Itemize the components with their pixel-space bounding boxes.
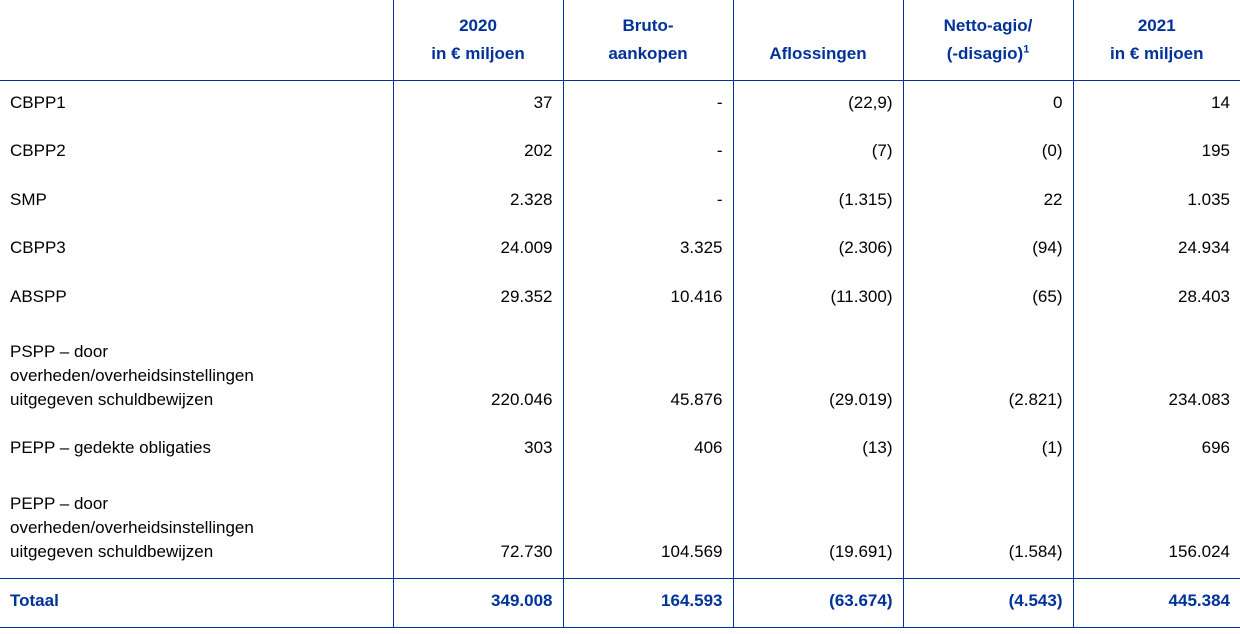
value-cell: (65) (902, 274, 1073, 323)
value-cell: (94) (902, 226, 1073, 274)
value-cell: 72.730 (392, 474, 563, 578)
text-line: PEPP – gedekte obligaties (10, 438, 211, 457)
value-cell: 234.083 (1072, 323, 1240, 426)
data-row: PEPP – gedekte obligaties 303 406 (13) (1) 69… (0, 426, 1240, 474)
header-cell: Bruto-aankopen (562, 0, 733, 81)
header-row: 2020 in € miljoen Bruto-aankopen Aflossinge… (0, 0, 1240, 81)
footnote-marker: 1 (1023, 42, 1030, 55)
value-cell: - (562, 80, 733, 129)
row-label: SMP (0, 177, 393, 226)
value-cell: (1.584) (902, 474, 1073, 578)
value-cell: 1.035 (1072, 177, 1240, 226)
row-label: CBPP3 (0, 226, 393, 274)
text-line: uitgegeven schuldbewijzen (10, 390, 214, 409)
text-line: 2021 (1137, 15, 1176, 35)
row-label: ABSPP (0, 274, 393, 323)
text-line: CBPP2 (10, 141, 66, 160)
value-cell: 696 (1072, 426, 1240, 474)
value-cell: (13) (732, 426, 903, 474)
value-cell: 202 (392, 129, 563, 177)
value-cell: 14 (1072, 80, 1240, 129)
data-row: CBPP2 202- (7) (0) 195 (0, 129, 1240, 177)
text-line: Aflossingen (769, 43, 867, 63)
text-line: uitgegeven schuldbewijzen (10, 541, 214, 561)
data-row: SMP 2.328- (1.315) 22 1.035 (0, 177, 1240, 226)
row-label: CBPP1 (0, 80, 393, 129)
text-line: PSPP – door (10, 342, 108, 361)
value-cell: 3.325 (562, 226, 733, 274)
value-cell: (19.691) (732, 474, 903, 578)
total-row: Totaal 349.008 164.593 (63.674) (4.543) 445.3… (0, 577, 1240, 628)
text-line: CBPP1 (10, 93, 66, 112)
total-value: 445.384 (1072, 577, 1240, 628)
value-cell: 220.046 (392, 323, 563, 426)
value-cell: 37 (392, 80, 563, 129)
value-cell: (1.315) (732, 177, 903, 226)
value-cell: 10.416 (562, 274, 733, 323)
value-cell: - (562, 177, 733, 226)
value-cell: 22 (902, 177, 1073, 226)
value-cell: 29.352 (392, 274, 563, 323)
header-cell: 2020 in € miljoen (392, 0, 563, 81)
value-cell: (7) (732, 129, 903, 177)
value-cell: 104.569 (562, 474, 733, 578)
text-line: in € miljoen (1109, 43, 1204, 63)
text-line: aankopen (608, 43, 688, 63)
text-line: 2020 (459, 15, 497, 35)
text-line: in € miljoen (431, 43, 525, 63)
value-cell: (29.019) (732, 323, 903, 426)
text-line: Bruto- (622, 15, 674, 35)
row-label: PEPP – gedekte obligaties (0, 426, 393, 474)
value-cell: (2.821) (902, 323, 1073, 426)
text-line: ABSPP (10, 287, 67, 306)
text-line: PEPP – door (10, 493, 108, 513)
value-cell: 2.328 (392, 177, 563, 226)
value-cell: (1) (902, 426, 1073, 474)
text-line: Netto-agio/ (943, 15, 1033, 35)
data-row: PEPP – door overheden/overheidsinstelling… (0, 474, 1240, 578)
value-cell: - (562, 129, 733, 177)
data-row: PSPP – door overheden/overheidsinstelling… (0, 323, 1240, 426)
text-line: overheden/overheidsinstellingen (10, 366, 254, 385)
text-line: (-disagio) (946, 43, 1024, 63)
row-label: CBPP2 (0, 129, 393, 177)
header-cell (0, 0, 393, 81)
row-label: PEPP – door overheden/overheidsinstelling… (0, 474, 393, 578)
text-line: CBPP3 (10, 238, 66, 257)
total-value: (63.674) (732, 577, 903, 628)
total-value: 164.593 (562, 577, 733, 628)
header-cell: Netto-agio/ (-disagio)1 (902, 0, 1073, 81)
header-cell: 2021 in € miljoen (1072, 0, 1240, 81)
data-row: ABSPP 29.352 10.416 (11.300) (65) 28.403 (0, 274, 1240, 323)
value-cell: (0) (902, 129, 1073, 177)
total-label: Totaal (0, 577, 393, 628)
data-row: CBPP3 24.009 3.325 (2.306) (94) 24.934 (0, 226, 1240, 274)
value-cell: 28.403 (1072, 274, 1240, 323)
header-cell: Aflossingen (732, 0, 903, 81)
value-cell: 406 (562, 426, 733, 474)
value-cell: 303 (392, 426, 563, 474)
value-cell: (22,9) (732, 80, 903, 129)
value-cell: 24.934 (1072, 226, 1240, 274)
text-line: overheden/overheidsinstellingen (10, 517, 254, 537)
row-label: PSPP – door overheden/overheidsinstelling… (0, 323, 393, 426)
value-cell: 45.876 (562, 323, 733, 426)
text-line: SMP (10, 190, 47, 209)
value-cell: 195 (1072, 129, 1240, 177)
value-cell: 0 (902, 80, 1073, 129)
total-value: (4.543) (902, 577, 1073, 628)
value-cell: (11.300) (732, 274, 903, 323)
value-cell: 24.009 (392, 226, 563, 274)
data-row: CBPP1 37- (22,9) 0 14 (0, 80, 1240, 129)
value-cell: (2.306) (732, 226, 903, 274)
value-cell: 156.024 (1072, 474, 1240, 578)
total-value: 349.008 (392, 577, 563, 628)
